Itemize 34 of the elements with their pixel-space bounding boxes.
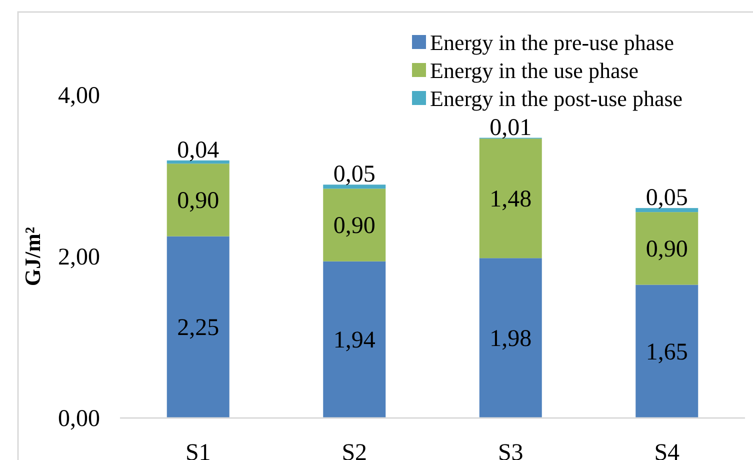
bar bbox=[479, 258, 542, 418]
data-label: 0,05 bbox=[333, 162, 376, 188]
data-label: 2,25 bbox=[177, 315, 220, 342]
bar bbox=[636, 208, 698, 212]
data-label: 1,94 bbox=[333, 328, 376, 354]
bar bbox=[166, 160, 230, 164]
bar bbox=[166, 236, 230, 418]
x-tick-label: S2 bbox=[342, 440, 368, 460]
data-label: 1,65 bbox=[646, 339, 688, 366]
data-label: 0,01 bbox=[490, 114, 532, 141]
bar bbox=[323, 261, 386, 418]
legend-label: Energy in the use phase bbox=[430, 58, 639, 83]
data-label: 1,48 bbox=[490, 186, 532, 212]
legend-label: Energy in the post-use phase bbox=[430, 86, 683, 111]
data-label: 1,98 bbox=[490, 326, 532, 352]
y-tick-label: 4,00 bbox=[58, 83, 100, 109]
bar bbox=[636, 284, 698, 418]
y-tick-label: 2,00 bbox=[58, 244, 100, 270]
y-tick-label: 0,00 bbox=[58, 406, 100, 432]
bar bbox=[323, 184, 386, 189]
x-tick-label: S4 bbox=[654, 440, 680, 460]
bar bbox=[166, 164, 230, 236]
legend-label: Energy in the pre-use phase bbox=[430, 30, 674, 55]
bar bbox=[479, 138, 542, 258]
y-axis-title: GJ/m² bbox=[20, 226, 45, 286]
data-label: 0,04 bbox=[177, 137, 220, 164]
x-tick-label: S3 bbox=[498, 440, 524, 460]
data-label: 0,90 bbox=[177, 188, 220, 214]
bar bbox=[636, 212, 698, 285]
bar bbox=[323, 188, 386, 262]
data-label: 0,90 bbox=[646, 236, 688, 262]
x-tick-label: S1 bbox=[185, 440, 211, 460]
data-label: 0,90 bbox=[333, 213, 376, 240]
data-label: 0,05 bbox=[646, 185, 688, 212]
